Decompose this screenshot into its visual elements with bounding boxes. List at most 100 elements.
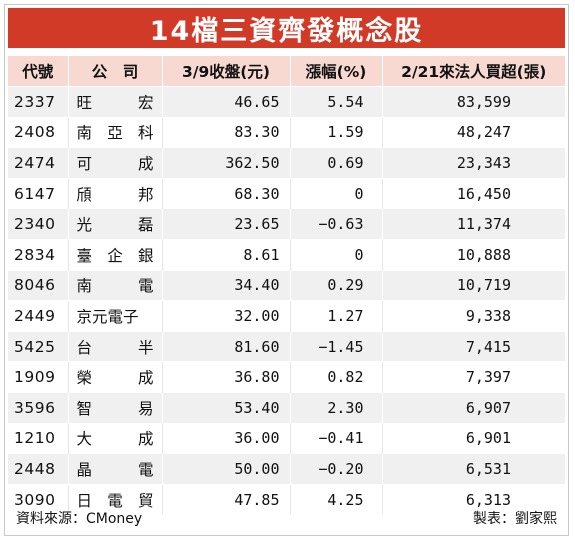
company-char: 科	[137, 124, 154, 143]
company-char: 電	[107, 491, 123, 510]
stock-code: 1909	[8, 361, 68, 393]
company-name: 榮成	[67, 361, 162, 393]
company-char: 銀	[137, 246, 154, 265]
table-row: 2834 臺企銀 8.61 0 10,888	[8, 238, 565, 271]
company-char: 半	[137, 338, 154, 357]
net-buy: 6,907	[381, 391, 565, 424]
close-price: 32.00	[161, 300, 290, 332]
stock-code: 3596	[8, 391, 68, 424]
footer: 資料來源：CMoney 製表：劉家熙	[8, 503, 565, 533]
header-company: 公 司	[67, 56, 162, 87]
company-char: 頎	[76, 185, 93, 204]
company-char: 成	[137, 430, 154, 449]
net-buy: 10,719	[381, 269, 565, 301]
change-percent: 0	[289, 177, 382, 209]
company-char: 京元電子	[76, 307, 139, 326]
change-percent: −0.41	[289, 422, 382, 454]
table-row: 2340 光磊 23.65 −0.63 11,374	[8, 208, 565, 240]
net-buy: 48,247	[381, 116, 565, 148]
change-percent: 4.25	[289, 483, 382, 515]
company-name: 可成	[67, 147, 162, 179]
net-buy: 6,313	[381, 483, 565, 515]
company-char: 電	[137, 277, 154, 296]
table-row: 2337 旺宏 46.65 5.54 83,599	[8, 86, 565, 118]
stock-code: 1210	[8, 422, 68, 454]
company-name: 光磊	[67, 208, 162, 240]
table-title: 14檔三資齊發概念股	[149, 15, 424, 47]
company-char: 電	[137, 460, 154, 479]
company-char: 宏	[137, 93, 154, 112]
company-char: 台	[76, 338, 93, 357]
net-buy: 16,450	[381, 177, 565, 209]
company-char: 晶	[76, 460, 93, 479]
header-buy: 2/21來法人買超(張)	[381, 56, 565, 87]
close-price: 81.60	[161, 330, 290, 362]
stock-code: 5425	[8, 330, 68, 362]
stock-code: 2408	[8, 116, 68, 148]
company-name: 日電貿	[67, 483, 162, 515]
stock-code: 2340	[8, 208, 68, 240]
company-char: 貿	[137, 491, 154, 510]
close-price: 47.85	[161, 483, 290, 515]
table-row: 3090 日電貿 47.85 4.25 6,313	[8, 483, 565, 515]
source-note: 資料來源：CMoney	[16, 511, 143, 527]
close-price: 83.30	[161, 116, 290, 148]
change-percent: 5.54	[289, 86, 382, 118]
stock-code: 2834	[8, 238, 68, 271]
company-char: 臺	[76, 246, 93, 265]
change-percent: 1.59	[289, 116, 382, 148]
header-row: 代號 公 司 3/9收盤(元) 漲幅(%) 2/21來法人買超(張)	[8, 56, 565, 87]
close-price: 8.61	[161, 238, 290, 271]
table-row: 3596 智易 53.40 2.30 6,907	[8, 391, 565, 424]
maker-note: 製表：劉家熙	[473, 511, 557, 527]
stock-code: 6147	[8, 177, 68, 209]
company-char: 南	[76, 124, 93, 143]
close-price: 23.65	[161, 208, 290, 240]
change-percent: −0.63	[289, 208, 382, 240]
company-char: 成	[137, 154, 154, 173]
company-name: 晶電	[67, 453, 162, 485]
net-buy: 83,599	[381, 86, 565, 118]
company-char: 亞	[107, 124, 123, 143]
table-row: 5425 台半 81.60 −1.45 7,415	[8, 330, 565, 362]
stock-code: 2448	[8, 453, 68, 485]
close-price: 362.50	[161, 147, 290, 179]
company-char: 大	[76, 430, 93, 449]
net-buy: 7,415	[381, 330, 565, 362]
close-price: 46.65	[161, 86, 290, 118]
table-row: 2408 南亞科 83.30 1.59 48,247	[8, 116, 565, 148]
stock-code: 2337	[8, 86, 68, 118]
table-row: 1909 榮成 36.80 0.82 7,397	[8, 361, 565, 393]
net-buy: 11,374	[381, 208, 565, 240]
stock-code: 8046	[8, 269, 68, 301]
net-buy: 6,901	[381, 422, 565, 454]
company-name: 南電	[67, 269, 162, 301]
table-row: 1210 大成 36.00 −0.41 6,901	[8, 422, 565, 454]
header-change: 漲幅(%)	[289, 56, 382, 87]
table-row: 2448 晶電 50.00 −0.20 6,531	[8, 453, 565, 485]
change-percent: 0	[289, 238, 382, 271]
company-char: 榮	[76, 369, 93, 388]
company-char: 南	[76, 277, 93, 296]
company-char: 可	[76, 154, 93, 173]
header-code: 代號	[8, 56, 68, 87]
close-price: 34.40	[161, 269, 290, 301]
company-name: 台半	[67, 330, 162, 362]
company-char: 日	[76, 491, 93, 510]
stock-table: 代號 公 司 3/9收盤(元) 漲幅(%) 2/21來法人買超(張) 2337 旺…	[8, 56, 565, 515]
close-price: 68.30	[161, 177, 290, 209]
change-percent: 2.30	[289, 391, 382, 424]
company-name: 京元電子	[67, 300, 162, 332]
table-row: 2474 可成 362.50 0.69 23,343	[8, 147, 565, 179]
company-name: 旺宏	[67, 86, 162, 118]
company-char: 光	[76, 216, 93, 235]
company-char: 旺	[76, 93, 93, 112]
change-percent: 1.27	[289, 300, 382, 332]
company-char: 易	[137, 399, 154, 418]
close-price: 53.40	[161, 391, 290, 424]
stock-code: 2449	[8, 300, 68, 332]
net-buy: 7,397	[381, 361, 565, 393]
net-buy: 10,888	[381, 238, 565, 271]
table-row: 8046 南電 34.40 0.29 10,719	[8, 269, 565, 301]
company-name: 頎邦	[67, 177, 162, 209]
